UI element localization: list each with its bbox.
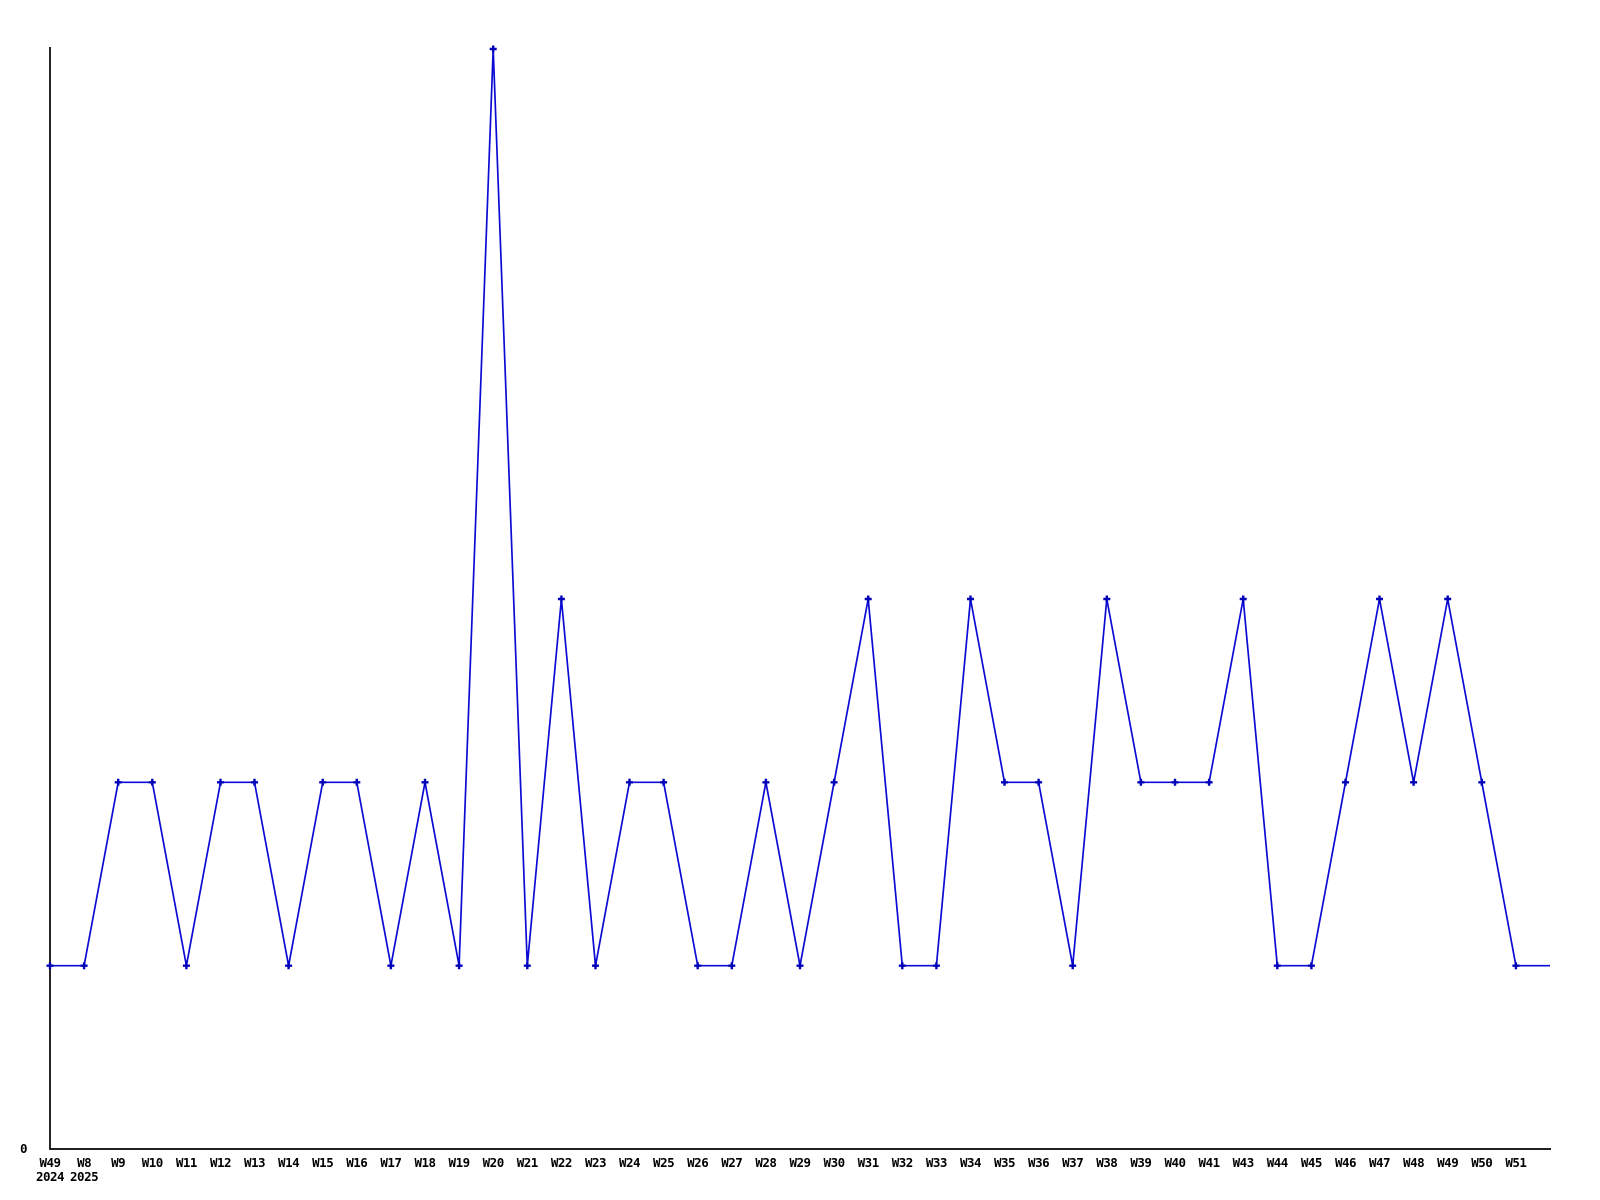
- x-tick-label: W37: [1062, 1155, 1083, 1170]
- x-tick-label: W43: [1233, 1155, 1254, 1170]
- data-point-marker: [626, 778, 633, 786]
- x-tick-label: W17: [380, 1155, 401, 1170]
- x-tick-label: W35: [994, 1155, 1015, 1170]
- x-tick-label: W39: [1130, 1155, 1151, 1170]
- data-point-marker: [251, 778, 258, 786]
- data-point-marker: [523, 962, 531, 970]
- data-point-marker: [489, 45, 497, 53]
- data-point-marker: [148, 778, 156, 786]
- data-point-marker: [353, 778, 361, 786]
- x-tick-label: W18: [414, 1155, 435, 1170]
- x-tick-label: W49: [39, 1155, 60, 1170]
- data-point-marker: [421, 778, 429, 786]
- data-point-marker: [932, 962, 940, 970]
- x-tick-label: W15: [312, 1155, 333, 1170]
- x-tick-label: W48: [1403, 1155, 1424, 1170]
- x-axis-labels: W49 W8 W9 W10 W11 W12 W13 W14 W15 W16 W17 W18 W19 W20…: [39, 1155, 1526, 1170]
- x-tick-label: W29: [789, 1155, 810, 1170]
- data-point-marker: [1512, 962, 1520, 970]
- data-point-marker: [1239, 595, 1247, 603]
- data-point-marker: [1307, 962, 1315, 970]
- x-tick-label: W31: [858, 1155, 879, 1170]
- x-tick-label: W10: [142, 1155, 163, 1170]
- x-tick-label: W8: [77, 1155, 91, 1170]
- x-tick-label: W13: [244, 1155, 265, 1170]
- x-tick-label: W44: [1267, 1155, 1288, 1170]
- data-point-marker: [1069, 962, 1077, 970]
- x-tick-label: W28: [755, 1155, 776, 1170]
- data-point-marker: [967, 595, 974, 603]
- x-tick-label: W41: [1199, 1155, 1220, 1170]
- data-point-marker: [1376, 595, 1383, 603]
- data-point-marker: [592, 962, 599, 970]
- data-point-marker: [660, 778, 668, 786]
- x-axis-year-labels: 2024 2025: [36, 1169, 99, 1184]
- x-tick-label: W23: [585, 1155, 606, 1170]
- data-point-marker: [1410, 778, 1418, 786]
- x-tick-label: W12: [210, 1155, 231, 1170]
- axes: [49, 47, 1551, 1150]
- data-point-marker: [728, 962, 736, 970]
- data-point-marker: [898, 962, 906, 970]
- x-tick-label: W40: [1164, 1155, 1185, 1170]
- data-point-marker: [114, 778, 122, 786]
- x-tick-label: W33: [926, 1155, 947, 1170]
- x-tick-label: W22: [551, 1155, 572, 1170]
- x-year-label: 2024: [36, 1169, 64, 1184]
- data-point-marker: [455, 962, 463, 970]
- x-tick-label: W34: [960, 1155, 981, 1170]
- x-tick-label: W19: [449, 1155, 470, 1170]
- data-point-marker: [217, 778, 224, 786]
- x-tick-label: W16: [346, 1155, 367, 1170]
- x-tick-label: W38: [1096, 1155, 1117, 1170]
- data-point-marker: [1444, 595, 1452, 603]
- data-point-marker: [1205, 778, 1213, 786]
- data-point-marker: [694, 962, 702, 970]
- data-point-marker: [864, 595, 872, 603]
- x-tick-label: W51: [1505, 1155, 1526, 1170]
- data-point-marker: [830, 778, 838, 786]
- data-point-marker: [1001, 778, 1008, 786]
- x-tick-label: W32: [892, 1155, 913, 1170]
- x-tick-label: W49: [1437, 1155, 1458, 1170]
- x-tick-label: W14: [278, 1155, 299, 1170]
- data-point-marker: [762, 778, 770, 786]
- data-point-markers: [46, 45, 1520, 970]
- x-tick-label: W11: [176, 1155, 197, 1170]
- x-tick-label: W47: [1369, 1155, 1390, 1170]
- data-point-marker: [1273, 962, 1281, 970]
- x-tick-label: W20: [483, 1155, 504, 1170]
- x-tick-label: W30: [824, 1155, 845, 1170]
- data-point-marker: [285, 962, 293, 970]
- data-point-marker: [1171, 778, 1179, 786]
- x-year-label: 2025: [70, 1169, 98, 1184]
- data-point-marker: [1035, 778, 1043, 786]
- x-tick-label: W27: [721, 1155, 742, 1170]
- y-axis-zero-label: 0: [20, 1141, 27, 1156]
- data-point-marker: [387, 962, 395, 970]
- x-tick-label: W36: [1028, 1155, 1049, 1170]
- x-tick-label: W9: [111, 1155, 125, 1170]
- data-point-marker: [80, 962, 88, 970]
- data-point-marker: [1342, 778, 1349, 786]
- data-point-marker: [46, 962, 54, 970]
- x-tick-label: W21: [517, 1155, 538, 1170]
- x-tick-label: W50: [1471, 1155, 1492, 1170]
- data-point-marker: [1478, 778, 1486, 786]
- x-tick-label: W25: [653, 1155, 674, 1170]
- data-point-marker: [557, 595, 565, 603]
- x-tick-label: W46: [1335, 1155, 1356, 1170]
- data-point-marker: [796, 962, 804, 970]
- data-point-marker: [182, 962, 190, 970]
- data-line: [50, 48, 1550, 967]
- data-point-marker: [1103, 595, 1111, 603]
- data-point-marker: [319, 778, 327, 786]
- x-tick-label: W24: [619, 1155, 640, 1170]
- x-tick-label: W26: [687, 1155, 708, 1170]
- x-tick-label: W45: [1301, 1155, 1322, 1170]
- data-series: [50, 48, 1550, 967]
- data-point-marker: [1137, 778, 1145, 786]
